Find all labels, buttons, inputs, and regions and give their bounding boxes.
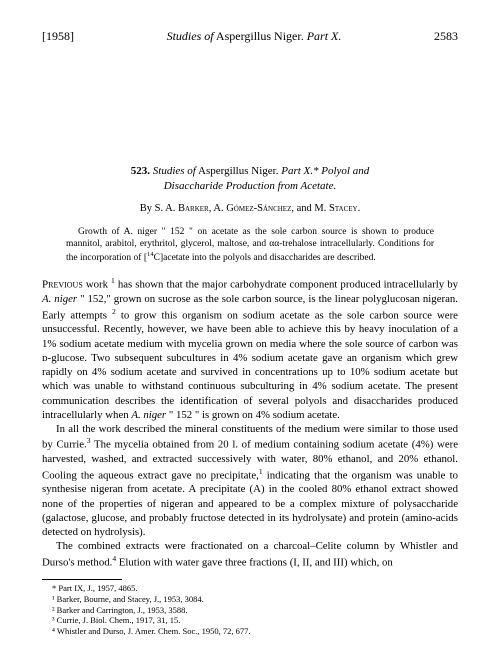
footnotes: * Part IX, J., 1957, 4865. ¹ Barker, Bou… <box>42 579 458 636</box>
footnote-4: ⁴ Whistler and Durso, J. Amer. Chem. Soc… <box>42 626 458 637</box>
byline: By S. A. Barker, A. Gómez-Sánchez, and M… <box>42 202 458 216</box>
article-number: 523. <box>131 165 150 177</box>
p1c: A. niger <box>42 293 77 305</box>
title-line1-pre: Studies of <box>153 165 196 177</box>
p1b: has shown that the major carbohydrate co… <box>115 279 458 291</box>
p1g: " 152 " is grown on 4% sodium acetate. <box>166 409 340 421</box>
p1f: A. niger <box>131 409 166 421</box>
p1a: work <box>83 279 111 291</box>
abstract-text: Growth of A. niger " 152 " on acetate as… <box>66 226 434 264</box>
abstract: Growth of A. niger " 152 " on acetate as… <box>66 226 434 264</box>
article-title: 523. Studies of Aspergillus Niger. Part … <box>42 164 458 194</box>
header-title-pre: Studies of <box>167 29 214 43</box>
abstract-a: Growth of <box>78 227 124 237</box>
footnote-3: ³ Currie, J. Biol. Chem., 1917, 31, 15. <box>42 615 458 626</box>
p1e: to grow this organism on sodium acetate … <box>42 309 458 421</box>
body-p2: In all the work described the mineral co… <box>42 422 458 539</box>
abstract-b: A. niger <box>124 227 157 237</box>
header-year: [1958] <box>42 28 74 44</box>
lead-word: Previous <box>42 279 83 291</box>
body-text: Previous work 1 has shown that the major… <box>42 276 458 569</box>
footnote-star: * Part IX, J., 1957, 4865. <box>42 583 458 594</box>
p3b: Elution with water gave three fractions … <box>116 556 393 568</box>
byline-by: By <box>140 203 155 214</box>
byline-last: M. Stacey. <box>314 203 360 214</box>
title-line1-italic: Aspergillus Niger. <box>196 165 279 177</box>
header-title: Studies of Aspergillus Niger. Part X. <box>74 28 434 44</box>
title-line1-post: Part X.* Polyol and <box>278 165 369 177</box>
body-p1: Previous work 1 has shown that the major… <box>42 276 458 422</box>
footnote-2: ² Barker and Carrington, J., 1953, 3588. <box>42 605 458 616</box>
footnote-rule <box>42 579 122 580</box>
abstract-e: C]acetate into the polyols and disacchar… <box>154 253 376 263</box>
header-title-post: Part X. <box>304 29 342 43</box>
header-page: 2583 <box>434 28 458 44</box>
body-p3: The combined extracts were fractionated … <box>42 539 458 569</box>
byline-and: and <box>297 203 315 214</box>
byline-authors: S. A. Barker, A. Gómez-Sánchez, <box>155 203 297 214</box>
running-header: [1958] Studies of Aspergillus Niger. Par… <box>42 28 458 44</box>
title-line2: Disaccharide Production from Acetate. <box>164 180 337 192</box>
header-title-italic: Aspergillus Niger. <box>214 29 304 43</box>
abstract-sup: 14 <box>147 251 154 258</box>
footnote-1: ¹ Barker, Bourne, and Stacey, J., 1953, … <box>42 594 458 605</box>
